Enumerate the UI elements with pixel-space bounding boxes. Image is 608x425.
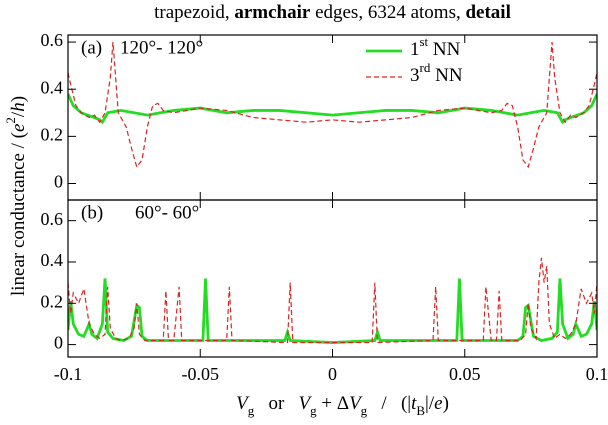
text-part: or — [254, 393, 298, 414]
text-part: V — [349, 393, 363, 414]
legend-label: 1st NN — [410, 34, 461, 60]
x-axis-label: Vg or Vg + ΔVg / (|tB|/e) — [236, 393, 449, 418]
text-part: ) — [8, 96, 29, 102]
panel-label: (a) — [81, 37, 102, 58]
text-part: B — [416, 403, 425, 418]
text-part: 3 — [410, 65, 420, 86]
text-part: rd — [420, 60, 431, 75]
series-line — [68, 93, 597, 125]
text-part: / — [8, 111, 29, 117]
text-part: 1 — [410, 39, 420, 60]
text-part: + Δ — [317, 393, 349, 414]
y-axis-label: linear conductance / (e2/h) — [3, 96, 29, 296]
text-part: 2 — [3, 117, 18, 124]
text-part: t — [411, 393, 417, 414]
text-part: trapezoid, — [154, 2, 234, 23]
text-part: edges, 6324 atoms, — [310, 2, 465, 23]
annotation: 60°- 60° — [135, 202, 199, 223]
x-tick-label: 0.05 — [449, 364, 481, 384]
text-part: V — [299, 393, 313, 414]
x-tick-label: -0.1 — [54, 364, 83, 384]
text-part: armchair — [234, 2, 311, 23]
y-tick-label: 0.6 — [41, 209, 64, 229]
series-line — [68, 257, 597, 344]
annotation: 120°- 120° — [120, 37, 203, 58]
plot-frame — [67, 34, 598, 201]
y-tick-label: 0.6 — [41, 30, 64, 50]
text-part: |/ — [425, 393, 435, 414]
text-part: g — [248, 403, 255, 418]
text-part: e — [8, 124, 29, 132]
y-tick-label: 0 — [54, 333, 63, 353]
series-line — [68, 42, 597, 169]
text-part: NN — [428, 39, 460, 60]
series-line — [68, 278, 597, 344]
x-tick-label: 0.1 — [586, 364, 608, 384]
text-part: detail — [465, 2, 510, 23]
text-part: g — [310, 403, 317, 418]
x-tick-label: -0.05 — [182, 364, 220, 384]
text-part: h — [8, 102, 29, 112]
legend-label: 3rd NN — [410, 60, 463, 86]
text-part: NN — [430, 65, 462, 86]
y-tick-label: 0.2 — [41, 291, 64, 311]
panel-label: (b) — [81, 202, 103, 223]
y-tick-label: 0.4 — [41, 77, 64, 97]
chart-title: trapezoid, armchair edges, 6324 atoms, d… — [154, 2, 511, 23]
text-part: st — [420, 34, 429, 49]
text-part: e — [434, 393, 442, 414]
text-part: ) — [443, 393, 449, 414]
y-tick-label: 0.4 — [41, 250, 64, 270]
y-tick-label: 0 — [54, 172, 63, 192]
text-part: V — [236, 393, 250, 414]
x-tick-label: 0 — [328, 364, 337, 384]
y-tick-label: 0.2 — [41, 124, 64, 144]
text-part: / (| — [367, 393, 411, 414]
text-part: g — [361, 403, 368, 418]
plot-frame — [67, 199, 598, 358]
text-part: linear conductance / ( — [8, 132, 29, 296]
